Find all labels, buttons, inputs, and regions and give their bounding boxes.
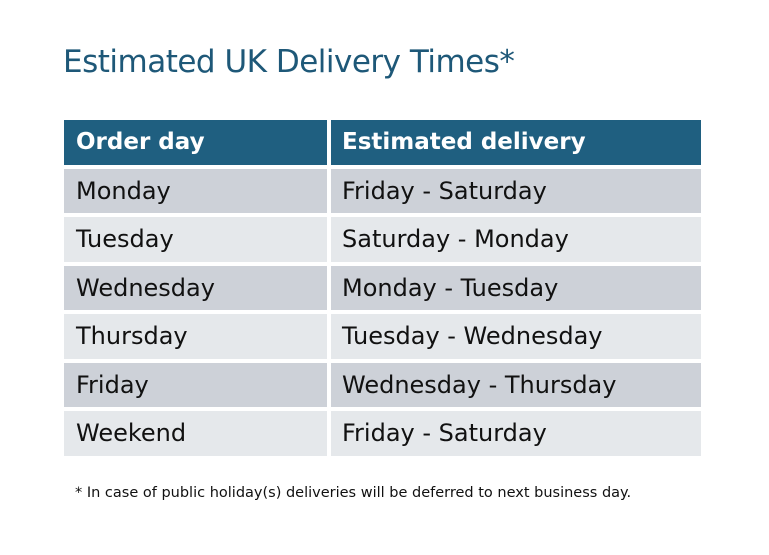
header-order-day: Order day	[64, 120, 327, 165]
delivery-cell: Saturday - Monday	[331, 217, 701, 262]
order-day-cell: Weekend	[64, 411, 327, 456]
order-day-cell: Tuesday	[64, 217, 327, 262]
order-day-cell: Friday	[64, 362, 327, 407]
delivery-cell: Monday - Tuesday	[331, 265, 701, 310]
table-row: Monday Friday - Saturday	[64, 168, 701, 213]
delivery-cell: Friday - Saturday	[331, 411, 701, 456]
footnote: * In case of public holiday(s) deliverie…	[75, 485, 632, 501]
header-estimated-delivery: Estimated delivery	[331, 120, 701, 165]
order-day-cell: Wednesday	[64, 265, 327, 310]
table-row: Wednesday Monday - Tuesday	[64, 265, 701, 310]
table-row: Friday Wednesday - Thursday	[64, 362, 701, 407]
table-header: Order day Estimated delivery	[64, 120, 701, 165]
delivery-table: Order day Estimated delivery Monday Frid…	[64, 120, 701, 460]
page-title: Estimated UK Delivery Times*	[63, 44, 515, 80]
delivery-cell: Friday - Saturday	[331, 168, 701, 213]
order-day-cell: Monday	[64, 168, 327, 213]
delivery-cell: Tuesday - Wednesday	[331, 314, 701, 359]
table-row: Weekend Friday - Saturday	[64, 411, 701, 456]
order-day-cell: Thursday	[64, 314, 327, 359]
delivery-cell: Wednesday - Thursday	[331, 362, 701, 407]
table-row: Thursday Tuesday - Wednesday	[64, 314, 701, 359]
table-row: Tuesday Saturday - Monday	[64, 217, 701, 262]
